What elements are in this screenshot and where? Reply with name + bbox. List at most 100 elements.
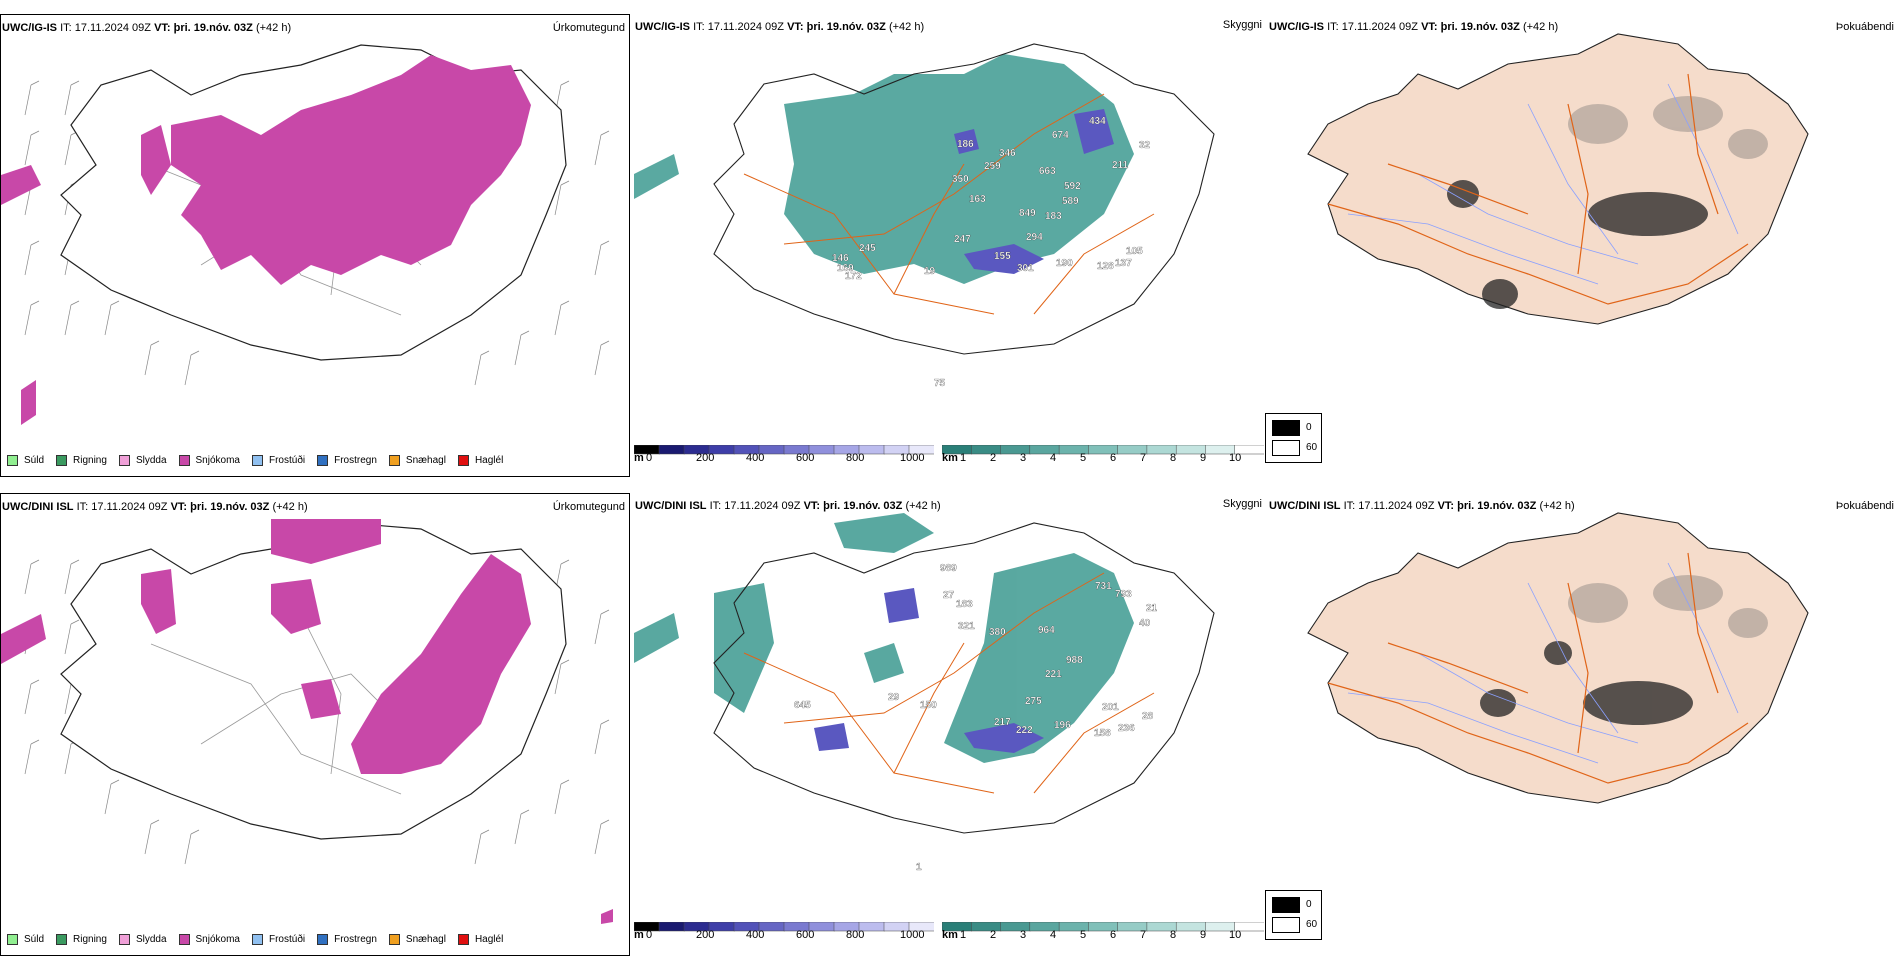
legend-label: Súld <box>24 934 45 945</box>
fog-key-light-label: 60 <box>1306 919 1318 930</box>
legend-swatch <box>388 934 400 945</box>
visibility-unit: km <box>942 929 958 941</box>
fog-map-2 <box>1307 512 1809 804</box>
vt-value: þri. 19.nóv. 03Z <box>806 21 886 33</box>
legend-label: Snæhagl <box>405 934 446 945</box>
legend-item: Snjókoma <box>178 934 240 945</box>
legend-item: Slydda <box>118 455 167 466</box>
model-name: UWC/DINI ISL <box>2 501 74 513</box>
vt-label: VT: <box>1421 21 1438 33</box>
cloud-label: 163 <box>969 194 986 205</box>
cloud-label: 27 <box>943 590 955 601</box>
visibility-tick: 3 <box>1020 452 1027 464</box>
cloud-label: 40 <box>1139 618 1151 629</box>
offset: (+42 h) <box>255 22 292 34</box>
cloud-label: 217 <box>994 717 1011 728</box>
colorbar-segment <box>971 444 1002 455</box>
it-label: IT: <box>1327 21 1339 33</box>
cloud-label: 301 <box>1017 263 1034 274</box>
precip-type-map-1 <box>1 44 610 425</box>
it-label: IT: <box>709 500 722 512</box>
cloud-base-tick: 1000 <box>900 452 925 464</box>
visibility-tick: 8 <box>1170 452 1177 464</box>
visibility-tick: 7 <box>1140 929 1147 941</box>
roads <box>1327 552 1749 784</box>
rivers <box>1347 562 1739 764</box>
legend-label: Súld <box>24 455 45 466</box>
cloud-label: 793 <box>1115 589 1132 600</box>
cloud-label: 211 <box>1112 160 1129 171</box>
precip-type-map-2 <box>1 519 613 924</box>
visibility-unit: km <box>942 452 958 464</box>
iceland-coastline <box>713 522 1215 834</box>
panel-title: UWC/DINI ISL IT: 17.11.2024 09Z VT: þri.… <box>635 500 941 512</box>
vt-label: VT: <box>154 22 171 34</box>
cloud-base-tick: 400 <box>746 929 765 941</box>
cloud-label: 221 <box>1045 669 1062 680</box>
cloud-label: 321 <box>958 621 975 632</box>
legend-swatch <box>7 455 18 466</box>
precip-type-title: Úrkomutegund <box>552 22 625 34</box>
visibility-tick: 7 <box>1140 452 1147 464</box>
cloud-label: 183 <box>956 599 973 610</box>
cloud-base-unit: m <box>634 929 644 941</box>
fog-title: Þokuábendi <box>1835 21 1894 33</box>
visibility-tick: 2 <box>990 452 997 464</box>
fog-key-light <box>1272 440 1300 456</box>
cloud-label: 222 <box>1016 725 1033 736</box>
legend-label: Snjókoma <box>195 455 240 466</box>
colorbar-segment <box>658 444 685 455</box>
it-label: IT: <box>693 21 705 33</box>
cloud-base-patches <box>954 109 1114 274</box>
visibility-colorbar: km 1 2 3 4 5 6 7 8 9 10 <box>941 919 1265 943</box>
fog-key-dark <box>1272 420 1300 436</box>
cloud-label: 346 <box>999 148 1016 159</box>
visibility-tick: 6 <box>1110 452 1117 464</box>
it-label: IT: <box>76 501 89 513</box>
legend-swatch <box>251 934 263 945</box>
visibility-panel-1: 186 346 674 350 259 663 163 592 589 849 … <box>633 14 1265 477</box>
legend-item: Frostregn <box>317 934 377 945</box>
legend-item: Súld <box>7 934 44 945</box>
cloud-label: 589 <box>1062 196 1079 207</box>
legend-label: Slydda <box>135 455 167 466</box>
visibility-title: Skyggni <box>1222 19 1262 31</box>
cloud-base-colorbar: m 0 200 400 600 800 1000 <box>633 919 935 943</box>
panel-title: UWC/IG-IS IT: 17.11.2024 09Z VT: þri. 19… <box>635 21 924 33</box>
it-value: 17.11.2024 09Z <box>1358 500 1435 512</box>
cloud-label: 259 <box>984 161 1001 172</box>
panel-title: UWC/DINI ISL IT: 17.11.2024 09Z VT: þri.… <box>1269 500 1575 512</box>
visibility-map-1: 186 346 674 350 259 663 163 592 589 849 … <box>634 43 1215 389</box>
legend-label: Frostúði <box>268 934 306 945</box>
legend-item: Frostregn <box>317 455 377 466</box>
iceland-land <box>1307 33 1809 325</box>
visibility-colorbar: km 1 2 3 4 5 6 7 8 9 10 <box>941 442 1265 466</box>
legend-item: Haglél <box>457 455 503 466</box>
vt-label: VT: <box>787 21 804 33</box>
cloud-label: 380 <box>989 627 1006 638</box>
visibility-map-2: 989 731 793 27 183 21 40 380 964 321 988… <box>634 513 1215 873</box>
visibility-tick: 6 <box>1110 929 1117 941</box>
low-cloud-areas <box>634 54 1134 284</box>
precip-type-title: Úrkomutegund <box>552 501 625 513</box>
cloud-label: 201 <box>1102 702 1119 713</box>
visibility-tick: 1 <box>960 452 967 464</box>
visibility-tick: 5 <box>1080 452 1087 464</box>
legend-swatch <box>7 934 18 945</box>
cloud-label: 1 <box>916 862 922 873</box>
cloud-base-tick: 600 <box>796 452 815 464</box>
cloud-base-tick: 0 <box>646 452 653 464</box>
cloud-label: 172 <box>845 271 862 282</box>
it-value: 17.11.2024 09Z <box>91 501 168 513</box>
legend-swatch <box>457 934 469 945</box>
fog-key-dark-label: 0 <box>1306 422 1312 433</box>
visibility-tick: 4 <box>1050 452 1057 464</box>
panel-title: UWC/DINI ISL IT: 17.11.2024 09Z VT: þri.… <box>2 501 308 513</box>
cloud-label: 19 <box>924 266 936 277</box>
legend-item: Rigning <box>56 455 107 466</box>
panel-title: UWC/IG-IS IT: 17.11.2024 09Z VT: þri. 19… <box>1269 21 1558 33</box>
visibility-tick: 5 <box>1080 929 1087 941</box>
visibility-tick: 3 <box>1020 929 1027 941</box>
legend-item: Rigning <box>56 934 107 945</box>
it-value: 17.11.2024 09Z <box>724 500 801 512</box>
